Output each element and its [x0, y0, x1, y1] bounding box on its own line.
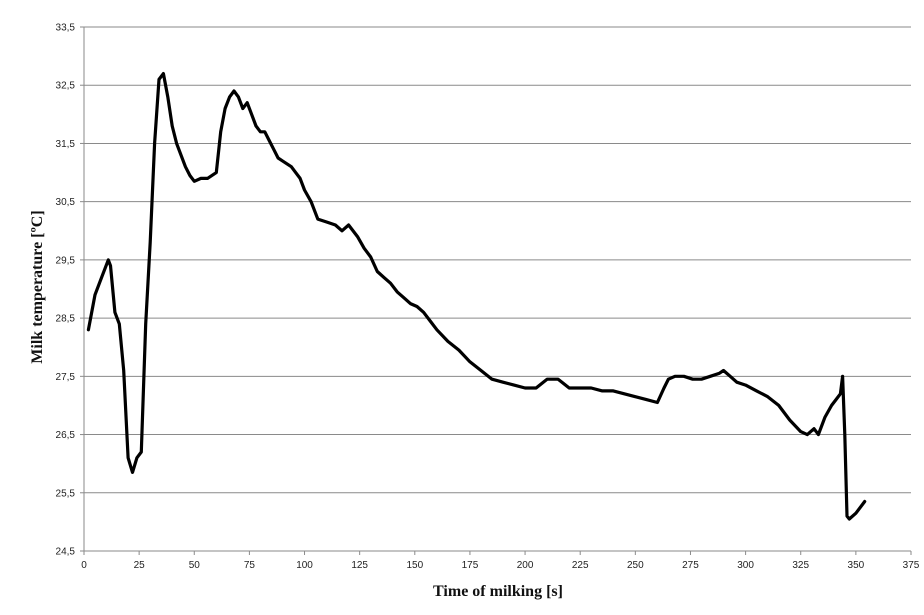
y-tick-label: 28,5	[56, 314, 76, 325]
x-tick-label: 0	[81, 560, 87, 571]
x-tick-label: 50	[189, 560, 201, 571]
x-tick-label: 300	[737, 560, 754, 571]
x-tick-label: 125	[351, 560, 368, 571]
x-tick-label: 325	[792, 560, 809, 571]
x-tick-label: 75	[244, 560, 256, 571]
axes	[80, 26, 912, 555]
y-tick-label: 24,5	[56, 547, 76, 558]
x-tick-label: 275	[682, 560, 699, 571]
tick-labels: 24,5 25,5 26,5 27,5 28,5 29,5 30,5 31,5 32,5 33,5…	[56, 23, 920, 572]
x-tick-label: 200	[517, 560, 534, 571]
x-tick-label: 250	[627, 560, 644, 571]
y-tick-label: 27,5	[56, 372, 76, 383]
y-tick-label: 32,5	[56, 81, 76, 92]
y-tick-label: 30,5	[56, 197, 76, 208]
x-tick-label: 225	[572, 560, 589, 571]
temperature-series-line	[86, 71, 867, 521]
x-axis-title: Time of milking [s]	[433, 583, 563, 600]
x-tick-label: 100	[296, 560, 313, 571]
x-tick-label: 375	[903, 560, 920, 571]
x-tick-label: 150	[406, 560, 423, 571]
x-tick-label: 350	[848, 560, 865, 571]
y-tick-label: 33,5	[56, 23, 76, 34]
x-tick-label: 175	[462, 560, 479, 571]
y-tick-label: 29,5	[56, 255, 76, 266]
y-tick-label: 25,5	[56, 488, 76, 499]
gridlines	[84, 26, 911, 494]
series-layer	[86, 71, 867, 521]
y-axis-title: Milk temperature [ºC]	[29, 210, 46, 363]
x-tick-label: 25	[134, 560, 146, 571]
y-tick-label: 26,5	[56, 430, 76, 441]
y-tick-label: 31,5	[56, 139, 76, 150]
